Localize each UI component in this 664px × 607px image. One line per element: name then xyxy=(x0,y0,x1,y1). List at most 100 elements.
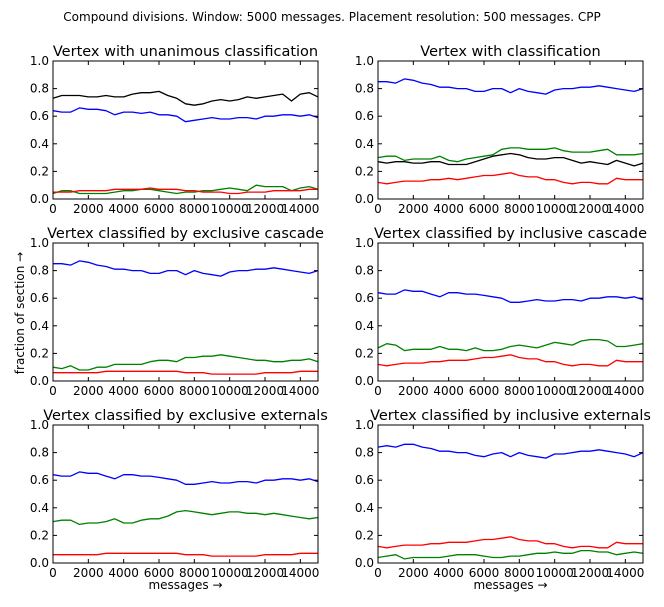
green-series-line xyxy=(377,147,644,163)
red-series-line xyxy=(377,354,643,367)
y-tick-label: 0.2 xyxy=(355,346,374,360)
y-tick-label: 0.6 xyxy=(30,291,49,305)
y-tick-label: 0.0 xyxy=(30,556,49,570)
black-series-line xyxy=(377,152,644,167)
y-tick-label: 0.0 xyxy=(355,192,374,206)
y-tick-label: 0.6 xyxy=(30,109,49,123)
red-series-line xyxy=(53,552,318,557)
x-tick-label: 8000 xyxy=(179,566,210,580)
red-series-line xyxy=(53,187,318,195)
y-tick-label: 0.2 xyxy=(355,164,374,178)
x-tick-label: 0 xyxy=(374,566,382,580)
panel-title: Vertex classified by exclusive externals xyxy=(43,408,328,424)
x-tick-label: 2000 xyxy=(73,202,104,216)
red-series-line xyxy=(377,172,643,185)
y-tick-label: 0.6 xyxy=(355,109,374,123)
x-tick-label: 0 xyxy=(374,384,382,398)
x-tick-label: 6000 xyxy=(144,384,175,398)
x-tick-label: 2000 xyxy=(398,384,429,398)
x-tick-label: 10000 xyxy=(536,566,574,580)
x-tick-label: 2000 xyxy=(398,566,429,580)
y-tick-label: 0.4 xyxy=(30,319,49,333)
x-tick-label: 4000 xyxy=(108,202,139,216)
x-tick-label: 2000 xyxy=(73,566,104,580)
y-tick-label: 0.2 xyxy=(30,346,49,360)
y-tick-label: 0.2 xyxy=(30,164,49,178)
y-tick-label: 0.2 xyxy=(30,528,49,542)
x-tick-label: 0 xyxy=(374,202,382,216)
x-tick-label: 10000 xyxy=(536,384,574,398)
y-tick-label: 0.0 xyxy=(30,374,49,388)
y-tick-label: 0.0 xyxy=(355,556,374,570)
panel-title: Vertex with classification xyxy=(420,44,600,60)
x-tick-label: 8000 xyxy=(179,384,210,398)
y-tick-label: 1.0 xyxy=(355,236,374,250)
plot-frame xyxy=(377,424,644,564)
x-tick-label: 14000 xyxy=(281,384,319,398)
x-tick-label: 2000 xyxy=(73,384,104,398)
plot-frame xyxy=(52,424,319,564)
panel-4: Vertex classified by inclusive cascade 0 2… xyxy=(355,226,647,398)
y-tick-label: 1.0 xyxy=(30,418,49,432)
figure-suptitle: Compound divisions. Window: 5000 message… xyxy=(63,10,600,24)
panel-5: Vertex classified by exclusive externals… xyxy=(30,408,328,592)
y-tick-label: 0.0 xyxy=(30,192,49,206)
y-tick-label: 0.0 xyxy=(355,374,374,388)
y-tick-label: 0.8 xyxy=(355,264,374,278)
y-tick-label: 1.0 xyxy=(355,54,374,68)
x-tick-label: 0 xyxy=(49,384,57,398)
x-tick-label: 14000 xyxy=(281,202,319,216)
red-series-line xyxy=(377,536,643,549)
x-axis-label: messages → xyxy=(148,578,222,592)
x-tick-label: 6000 xyxy=(144,202,175,216)
panel-title: Vertex classified by inclusive externals xyxy=(370,408,651,424)
x-tick-label: 0 xyxy=(49,566,57,580)
x-axis-label: messages → xyxy=(473,578,547,592)
x-tick-label: 8000 xyxy=(504,566,535,580)
y-tick-label: 1.0 xyxy=(30,236,49,250)
x-tick-label: 6000 xyxy=(469,202,500,216)
blue-series-line xyxy=(53,260,319,277)
panel-3: Vertex classified by exclusive cascade 0 2… xyxy=(30,226,324,398)
y-tick-label: 0.8 xyxy=(355,446,374,460)
y-tick-label: 0.4 xyxy=(355,137,374,151)
blue-series-line xyxy=(378,78,644,95)
blue-series-line xyxy=(52,471,319,485)
blue-series-line xyxy=(377,289,644,303)
shared-y-axis-label: fraction of section → xyxy=(13,252,27,374)
panel-2: Vertex with classification 0 2000 4000 6000 8… xyxy=(355,44,645,216)
red-series-line xyxy=(53,370,318,375)
blue-series-line xyxy=(52,107,319,123)
x-tick-label: 12000 xyxy=(571,202,609,216)
x-tick-label: 12000 xyxy=(246,384,284,398)
x-tick-label: 10000 xyxy=(536,202,574,216)
x-tick-label: 12000 xyxy=(571,566,609,580)
y-tick-label: 0.4 xyxy=(355,501,374,515)
x-tick-label: 10000 xyxy=(211,566,249,580)
y-tick-label: 0.2 xyxy=(355,528,374,542)
x-tick-label: 4000 xyxy=(433,384,464,398)
panel-1: Vertex with unanimous classification 0 200… xyxy=(30,44,320,216)
x-tick-label: 10000 xyxy=(211,202,249,216)
green-series-line xyxy=(377,338,644,352)
y-tick-label: 0.4 xyxy=(355,319,374,333)
panel-6: Vertex classified by inclusive externals… xyxy=(355,408,651,592)
y-tick-label: 0.4 xyxy=(30,137,49,151)
y-tick-label: 0.8 xyxy=(30,82,49,96)
y-tick-label: 0.4 xyxy=(30,501,49,515)
y-tick-label: 0.6 xyxy=(355,473,374,487)
green-series-line xyxy=(52,184,319,195)
x-tick-label: 12000 xyxy=(246,202,284,216)
y-tick-label: 1.0 xyxy=(355,418,374,432)
plot-frame xyxy=(377,60,644,200)
y-tick-label: 0.8 xyxy=(30,264,49,278)
x-tick-label: 12000 xyxy=(246,566,284,580)
x-tick-label: 12000 xyxy=(571,384,609,398)
plot-frame xyxy=(52,242,319,382)
x-tick-label: 14000 xyxy=(606,202,644,216)
x-tick-label: 6000 xyxy=(144,566,175,580)
x-tick-label: 8000 xyxy=(504,384,535,398)
green-series-line xyxy=(52,509,319,526)
green-series-line xyxy=(377,549,644,560)
